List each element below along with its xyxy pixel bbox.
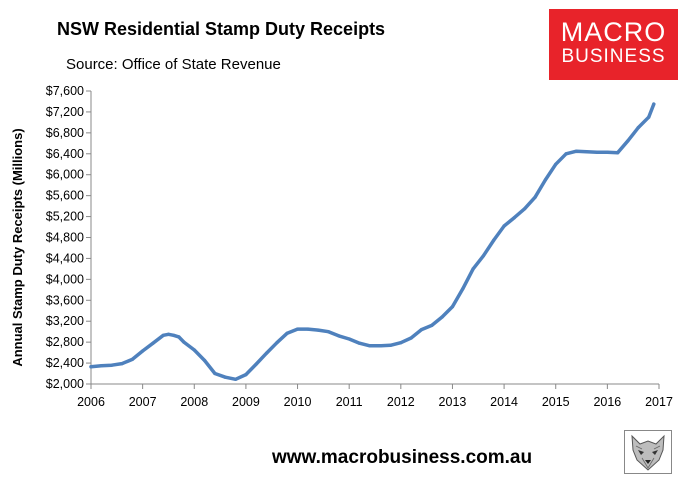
y-tick-label: $5,600 [46,189,84,203]
data-point [244,373,248,377]
data-point [440,315,444,319]
data-point [295,327,300,331]
data-point [419,328,424,332]
data-point [110,363,114,367]
y-tick-label: $6,400 [46,147,84,161]
y-tick-label: $7,200 [46,105,84,119]
x-tick-label: 2016 [593,395,621,409]
data-point [636,126,640,130]
y-tick-label: $6,000 [46,168,84,182]
data-point [203,358,207,363]
data-point [450,305,455,309]
y-tick-label: $4,400 [46,251,84,265]
y-tick-label: $5,200 [46,210,84,224]
y-tick-label: $7,600 [46,84,84,98]
series-group [89,102,656,382]
logo-line-1: MACRO [560,17,667,47]
footer-url: www.macrobusiness.com.au [272,447,533,468]
x-tick-label: 2007 [129,395,157,409]
data-point [543,178,548,182]
data-point [285,331,289,335]
x-tick-label: 2010 [284,395,312,409]
data-point [564,152,568,156]
data-point [605,150,610,154]
logo-line-2: BUSINESS [561,46,666,67]
x-tick-label: 2015 [542,395,570,409]
x-tick-label: 2006 [77,395,105,409]
data-point [265,351,269,355]
data-point [616,151,620,155]
y-tick-label: $3,200 [46,314,84,328]
y-tick-label: $2,000 [46,377,84,391]
data-point [368,344,372,348]
data-point [182,340,186,344]
data-point [316,328,320,332]
x-tick-label: 2008 [180,395,208,409]
data-point [306,327,310,331]
data-point [166,332,171,336]
data-point [512,216,517,220]
y-tick-label: $4,000 [46,272,84,286]
data-point [347,337,351,341]
data-point [399,341,403,345]
data-point [574,149,579,153]
data-point [652,102,656,106]
data-point [234,377,238,381]
data-point [326,330,331,334]
y-axis-label: Annual Stamp Duty Receipts (Millions) [10,128,25,366]
y-tick-label: $3,600 [46,293,84,307]
data-point [430,323,434,327]
data-point [151,341,155,345]
data-point [223,375,227,379]
data-point [192,348,196,352]
data-point [554,162,558,166]
data-point [378,344,382,348]
y-tick-label: $2,800 [46,335,84,349]
x-tick-label: 2011 [336,395,363,409]
data-point [481,254,485,258]
data-point [471,267,475,271]
y-axis: $2,000 $2,400 $2,800 $3,200 $3,600 $4,000 $4,4… [46,84,92,391]
data-point [89,365,93,369]
data-point [130,357,134,361]
data-point [141,349,145,353]
data-point [523,207,527,211]
data-point [357,341,362,345]
y-tick-label: $2,400 [46,356,84,370]
x-tick-label: 2009 [232,395,260,409]
y-tick-label: $6,800 [46,126,84,140]
y-tick-label: $4,800 [46,231,84,245]
data-point [254,362,258,366]
data-point [461,287,465,291]
x-tick-label: 2017 [645,395,673,409]
data-point [502,224,506,228]
x-tick-label: 2013 [439,395,467,409]
data-point [177,335,181,339]
data-point [120,362,124,366]
x-axis: 2006 2007 2008 2009 2010 2011 2012 2013 2014 2015… [77,383,673,409]
data-point [213,371,217,376]
data-point [172,333,176,337]
data-point [492,238,496,242]
data-point [585,150,589,154]
wolf-head-icon [624,430,672,474]
data-point [647,115,651,119]
data-point [275,341,279,345]
chart-source: Source: Office of State Revenue [66,56,281,73]
data-point [337,334,341,338]
x-tick-label: 2012 [387,395,415,409]
data-point [99,364,103,368]
data-point [595,150,599,154]
data-point [409,336,413,340]
series-line [89,102,656,382]
macrobusiness-logo: MACRO BUSINESS [549,9,678,80]
data-point [388,343,393,347]
data-point [161,333,165,337]
chart-title: NSW Residential Stamp Duty Receipts [57,19,386,39]
data-point [533,195,537,199]
data-point [626,139,630,143]
x-tick-label: 2014 [490,395,518,409]
